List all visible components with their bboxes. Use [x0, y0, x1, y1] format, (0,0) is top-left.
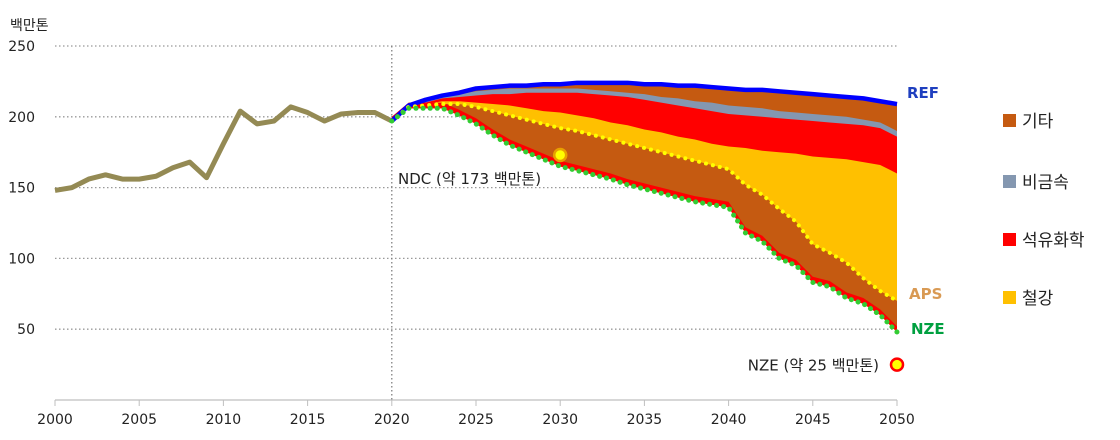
series-lines: [54, 80, 900, 335]
x-tick-label: 2025: [458, 412, 494, 428]
x-tick-label: 2020: [374, 412, 410, 428]
series-ref: [390, 80, 898, 123]
legend-item: 기타: [1003, 112, 1054, 132]
x-tick-label: 2050: [879, 412, 915, 428]
series-label-aps: APS: [909, 285, 942, 303]
x-tick-label: 2000: [37, 412, 73, 428]
legend-item: 철강: [1003, 289, 1054, 309]
legend-swatch: [1003, 233, 1016, 246]
x-tick-label: 2005: [121, 412, 157, 428]
series-label-ref: REF: [907, 84, 939, 102]
x-tick-label: 2010: [206, 412, 242, 428]
legend-swatch: [1003, 291, 1016, 304]
y-axis-label: 백만톤: [10, 18, 49, 34]
x-tick-label: 2015: [290, 412, 326, 428]
ndc-marker: [552, 147, 568, 163]
nze-target-marker: [889, 357, 905, 372]
legend-label: 석유화학: [1022, 231, 1085, 251]
y-tick-label: 250: [8, 39, 35, 55]
x-axis: 2000 2005 2010 2015 2020 2025 2030 2035 2040 2045…: [37, 399, 915, 428]
x-tick-label: 2045: [795, 412, 831, 428]
x-tick-label: 2030: [542, 412, 578, 428]
y-tick-label: 150: [8, 181, 35, 197]
nze-target-annotation: NZE (약 25 백만톤): [748, 357, 879, 375]
y-axis: 50 100 150 200 250: [8, 39, 35, 338]
y-tick-label: 50: [17, 322, 35, 338]
x-tick-label: 2035: [627, 412, 663, 428]
series-aps: [389, 102, 899, 303]
legend-label: 기타: [1022, 112, 1054, 132]
legend-label: 철강: [1022, 289, 1054, 309]
y-tick-label: 200: [8, 110, 35, 126]
series-historical: [54, 104, 393, 193]
legend-item: 비금속: [1003, 173, 1069, 193]
series-label-nze: NZE: [911, 320, 945, 338]
series-nze: [389, 105, 900, 335]
y-tick-label: 100: [8, 251, 35, 267]
ndc-annotation: NDC (약 173 백만톤): [398, 170, 541, 188]
legend-item: 석유화학: [1003, 231, 1085, 251]
area-철강: [391, 101, 897, 333]
legend-label: 비금속: [1022, 173, 1069, 193]
x-tick-label: 2040: [711, 412, 747, 428]
legend-swatch: [1003, 114, 1016, 127]
legend-swatch: [1003, 175, 1016, 188]
